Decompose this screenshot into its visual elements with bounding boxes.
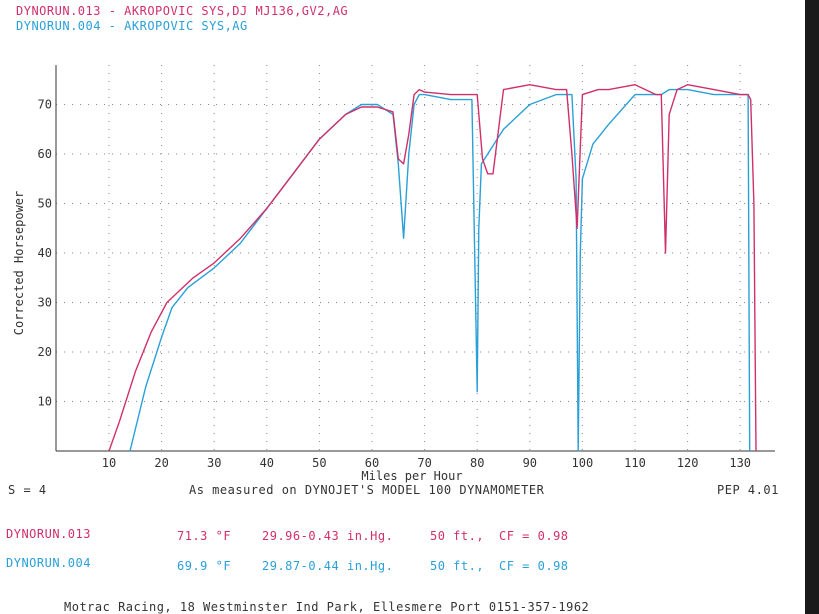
x-tick-label-60: 60 xyxy=(365,456,379,470)
dyno-chart: 10 20 30 40 50 60 70 80 90 100 110 120 130 10 20 30 40 50… xyxy=(12,65,775,483)
x-tick-label-40: 40 xyxy=(260,456,274,470)
x-tick-label-100: 100 xyxy=(572,456,594,470)
x-tick-label-80: 80 xyxy=(470,456,484,470)
cond-cf-004: CF = 0.98 xyxy=(499,559,569,573)
cond-alt-013: 50 ft., xyxy=(430,529,485,543)
cond-temp-013: 71.3 °F xyxy=(177,529,232,543)
x-tick-label-70: 70 xyxy=(417,456,431,470)
x-tick-label-110: 110 xyxy=(624,456,646,470)
x-tick-label-130: 130 xyxy=(729,456,751,470)
footer-address: Motrac Racing, 18 Westminster Ind Park, … xyxy=(64,600,590,614)
scan-edge xyxy=(805,0,819,614)
measured-note: As measured on DYNOJET'S MODEL 100 DYNAM… xyxy=(189,483,545,497)
x-axis-label: Miles per Hour xyxy=(361,469,462,483)
y-tick-label-70: 70 xyxy=(38,98,52,112)
legend-run-013: DYNORUN.013 - AKROPOVIC SYS,DJ MJ136,GV2… xyxy=(16,4,349,18)
x-tick-label-30: 30 xyxy=(207,456,221,470)
y-tick-label-60: 60 xyxy=(38,147,52,161)
software-version: PEP 4.01 xyxy=(717,483,779,497)
y-axis-label: Corrected Horsepower xyxy=(12,191,26,336)
chart-grid xyxy=(56,65,775,451)
cond-baro-004: 29.87-0.44 in.Hg. xyxy=(262,559,394,573)
y-tick-label-50: 50 xyxy=(38,197,52,211)
series-line-dynorun-013 xyxy=(108,83,757,452)
y-tick-label-40: 40 xyxy=(38,246,52,260)
cond-cf-013: CF = 0.98 xyxy=(499,529,569,543)
cond-run-004: DYNORUN.004 xyxy=(6,556,91,570)
chart-series xyxy=(108,83,757,452)
y-tick-label-30: 30 xyxy=(38,296,52,310)
cond-run-013: DYNORUN.013 xyxy=(6,527,91,541)
cond-baro-013: 29.96-0.43 in.Hg. xyxy=(262,529,394,543)
x-tick-label-120: 120 xyxy=(677,456,699,470)
legend-run-004: DYNORUN.004 - AKROPOVIC SYS,AG xyxy=(16,19,248,33)
s-value: S = 4 xyxy=(8,483,47,497)
y-tick-label-20: 20 xyxy=(38,345,52,359)
x-tick-label-10: 10 xyxy=(102,456,116,470)
series-line-dynorun-004 xyxy=(129,88,751,452)
x-tick-label-90: 90 xyxy=(523,456,537,470)
chart-ticks: 10 20 30 40 50 60 70 80 90 100 110 120 130 10 20 30 40 50… xyxy=(38,98,751,471)
y-tick-label-10: 10 xyxy=(38,395,52,409)
cond-temp-004: 69.9 °F xyxy=(177,559,232,573)
x-tick-label-50: 50 xyxy=(312,456,326,470)
x-tick-label-20: 20 xyxy=(154,456,168,470)
cond-alt-004: 50 ft., xyxy=(430,559,485,573)
chart-axes xyxy=(55,65,775,452)
